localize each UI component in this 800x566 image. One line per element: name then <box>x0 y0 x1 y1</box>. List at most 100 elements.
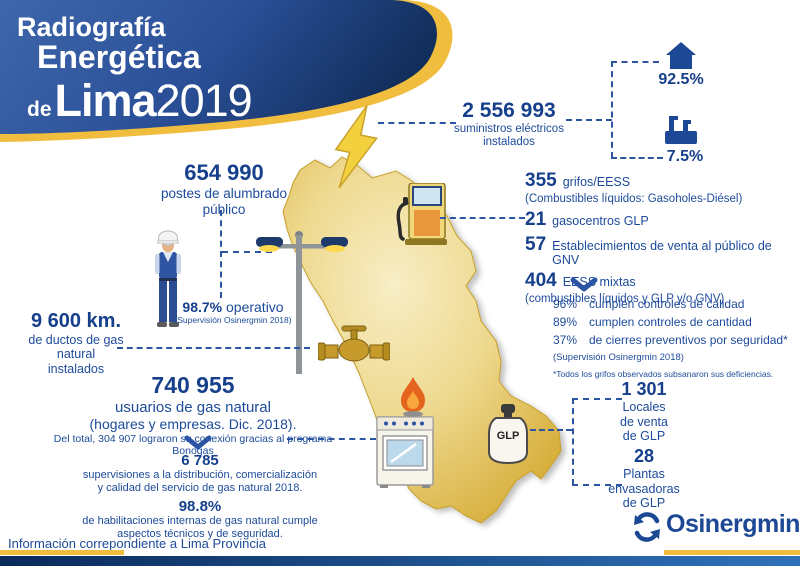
operative-label: operativo <box>226 299 284 315</box>
connector-glp-top <box>572 398 622 400</box>
gas-users-value: 740 955 <box>151 372 235 398</box>
electricity-value: 2 556 993 <box>462 99 556 122</box>
title-line-1: Radiografía <box>17 12 166 42</box>
gnv-value: 57 <box>525 234 547 255</box>
control-closures: 37% de cierres preventivos por seguridad… <box>553 333 793 347</box>
footer-bar <box>0 556 800 566</box>
connector-glp-right <box>530 429 572 431</box>
connector-lighting-vertical <box>220 210 222 298</box>
chevron-down-icon <box>184 435 212 450</box>
connector-elec-vertical <box>611 61 613 158</box>
connector-elec-right <box>566 119 612 121</box>
grifos-label: grifos/EESS <box>562 175 631 189</box>
industrial-pct: 7.5% <box>666 148 704 165</box>
habilitations-value: 98.8% <box>178 498 222 515</box>
lighting-value: 654 990 <box>184 160 264 185</box>
controls-source: (Supervisión Osinergmin 2018) <box>553 352 684 363</box>
header-banner-shape <box>0 0 453 142</box>
pipe-valve-icon <box>318 325 390 362</box>
house-icon <box>666 42 696 69</box>
electricity-caption: suministros eléctricos instalados <box>454 123 564 149</box>
title-line-3: de Lima 2019 <box>27 74 253 126</box>
closures-pct: 37% <box>553 333 578 347</box>
chevron-down-icon-2 <box>570 277 598 292</box>
station-item-gnv: 57 Establecimientos de venta al público … <box>525 234 785 267</box>
gnv-label: Establecimientos de venta al público de … <box>552 239 772 267</box>
lightning-icon <box>334 105 378 189</box>
control-quantity: 89% cumplen controles de cantidad <box>553 315 793 329</box>
grifos-note: (Combustibles líquidos: Gasoholes-Diésel… <box>525 193 743 205</box>
gas-users-caption1: usuarios de gas natural <box>115 399 271 416</box>
glp-sales-stat: 1 301 Locales de venta de GLP <box>598 379 690 444</box>
glp-plants-caption: Plantas envasadoras de GLP <box>608 467 680 511</box>
lighting-source: (Supervisión Osinergmin 2018) <box>174 315 292 325</box>
grifos-value: 355 <box>525 170 557 191</box>
footer-gold-stripe-right <box>664 550 800 555</box>
connector-glp-bottom <box>572 484 622 486</box>
title-place: Lima <box>54 74 157 126</box>
connector-pump-stations <box>440 217 525 219</box>
electricity-stat: 2 556 993 suministros eléctricos instala… <box>443 99 575 149</box>
worker-icon <box>155 230 181 327</box>
pipelines-stat: 9 600 km. de ductos de gas natural insta… <box>20 310 132 376</box>
osinergmin-logo-icon <box>634 512 660 542</box>
habilitations-stat: 98.8% de habilitaciones internas de gas … <box>60 498 340 540</box>
connector-lighting-lamp <box>222 251 272 253</box>
gas-users-caption3: Del total, 304 907 lograron su conexión … <box>53 433 333 457</box>
controls-footnote: *Todos los grifos observados subsanaron … <box>553 369 774 379</box>
lighting-caption: postes de alumbrado público <box>160 186 288 217</box>
connector-pipelines <box>117 347 310 349</box>
quantity-label: cumplen controles de cantidad <box>589 315 752 329</box>
footer-gold-stripe-left <box>0 550 124 555</box>
glp-sales-caption: Locales de venta de GLP <box>620 400 668 444</box>
quantity-pct: 89% <box>553 315 578 329</box>
page-title: Radiografía Energética de Lima 2019 <box>17 12 253 126</box>
gas-pump-icon <box>396 183 447 245</box>
glp-cylinder-label: GLP <box>496 430 520 442</box>
residential-pct: 92.5% <box>658 71 704 88</box>
stove-icon <box>376 416 434 488</box>
habilitations-caption: de habilitaciones internas de gas natura… <box>82 515 318 540</box>
title-line-2: Energética <box>37 39 201 76</box>
mixtas-value: 404 <box>525 270 557 291</box>
supervisions-caption: supervisiones a la distribución, comerci… <box>82 469 318 494</box>
connector-users-stove <box>287 438 376 440</box>
gas-users-stat: 740 955 usuarios de gas natural (hogares… <box>53 372 333 457</box>
supervisions-stat: 6 785 supervisiones a la distribución, c… <box>60 452 340 494</box>
osinergmin-logo-text: Osinergmin <box>666 510 800 538</box>
connector-glp-vertical <box>572 398 574 485</box>
control-quality: 96% cumplen controles de calidad <box>553 297 793 311</box>
station-item-gasocentros: 21 gasocentros GLP <box>525 209 785 231</box>
gas-users-caption2: (hogares y empresas. Dic. 2018). <box>89 416 297 432</box>
title-de: de <box>27 97 52 121</box>
mixtas-note: (combustibles líquidos y GLP y/o GNV) <box>525 293 725 305</box>
controls-block: 96% cumplen controles de calidad 89% cum… <box>553 297 793 379</box>
pipelines-value: 9 600 km. <box>30 310 122 332</box>
lighting-stat: 654 990 postes de alumbrado público <box>158 160 290 217</box>
title-year: 2019 <box>155 74 253 126</box>
closures-label: de cierres preventivos por seguridad* <box>589 333 788 347</box>
connector-elec-bottom <box>611 157 663 159</box>
quality-label: cumplen controles de calidad <box>589 297 745 311</box>
station-item-grifos: 355 grifos/EESS <box>525 170 785 192</box>
pipelines-caption: de ductos de gas natural instalados <box>28 333 124 376</box>
glp-plants-stat: 28 Plantas envasadoras de GLP <box>598 446 690 511</box>
gasocentros-label: gasocentros GLP <box>552 214 649 228</box>
quality-pct: 96% <box>553 297 578 311</box>
operative-pct: 98.7% <box>182 299 223 315</box>
footer-note: Información correpondiente a Lima Provin… <box>8 536 266 551</box>
station-item-mixtas: 404 EESS mixtas <box>525 270 785 292</box>
factory-icon <box>665 116 697 144</box>
connector-elec-top <box>611 61 659 63</box>
glp-cylinder-icon <box>488 404 528 465</box>
lighting-operative: 98.7% operativo (Supervisión Osinergmin … <box>168 299 298 325</box>
glp-sales-value: 1 301 <box>621 379 667 399</box>
street-lamp-icon <box>256 231 348 374</box>
glp-plants-value: 28 <box>633 446 655 466</box>
flame-icon <box>401 377 425 419</box>
gasocentros-value: 21 <box>525 209 547 230</box>
supervisions-value: 6 785 <box>181 452 219 469</box>
connector-lightning <box>378 122 456 124</box>
stations-list: 355 grifos/EESS (Combustibles líquidos: … <box>525 170 785 309</box>
